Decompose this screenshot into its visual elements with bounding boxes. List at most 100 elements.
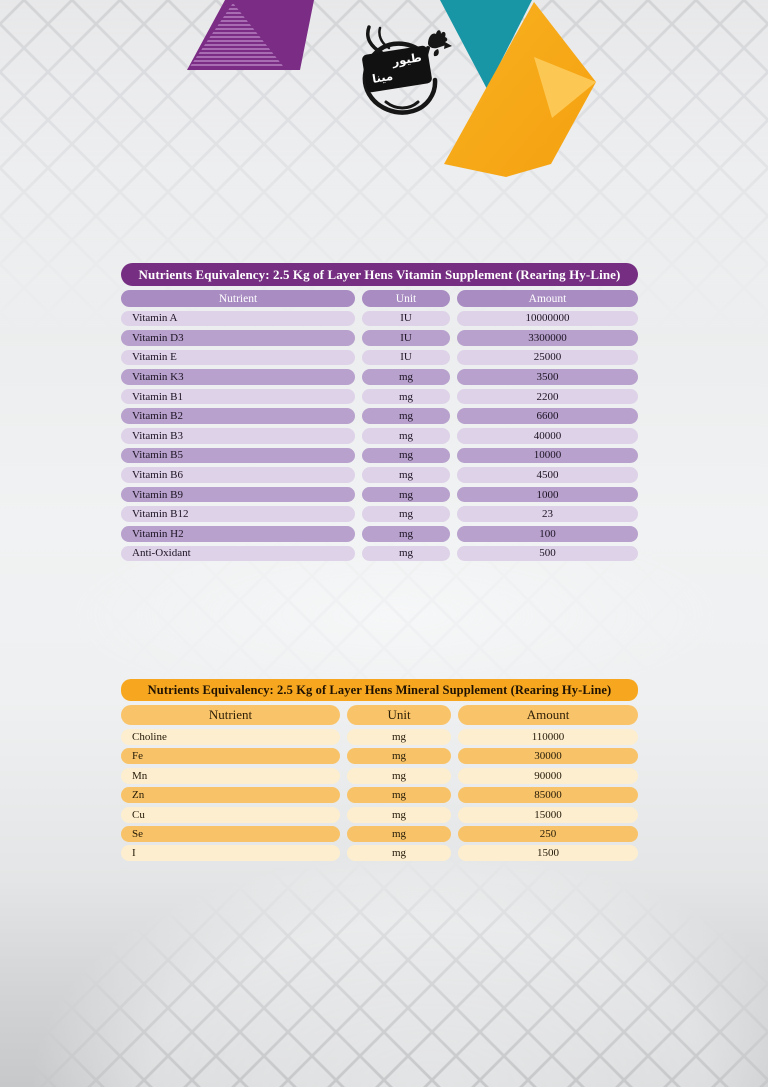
unit-cell: mg (347, 806, 451, 823)
table-row: Vitamin B1 mg 2200 (121, 388, 638, 405)
amount-cell: 90000 (458, 767, 638, 784)
amount-cell: 10000 (457, 447, 638, 464)
orange-triangle-highlight (534, 57, 596, 118)
unit-cell: mg (362, 388, 450, 405)
amount-cell: 30000 (458, 748, 638, 765)
nutrient-cell: Zn (121, 787, 340, 804)
mineral-table-header: Nutrient Unit Amount (121, 705, 638, 725)
column-header-unit: Unit (347, 705, 451, 725)
vitamin-table-header: Nutrient Unit Amount (121, 290, 638, 307)
table-row: Mn mg 90000 (121, 767, 638, 784)
nutrient-cell: Vitamin B9 (121, 486, 355, 503)
amount-cell: 6600 (457, 408, 638, 424)
column-header-nutrient: Nutrient (121, 705, 340, 725)
unit-cell: mg (347, 825, 451, 842)
nutrient-cell: Choline (121, 729, 340, 745)
table-row: Anti-Oxidant mg 500 (121, 545, 638, 562)
unit-cell: mg (347, 729, 451, 745)
nutrient-cell: Fe (121, 748, 340, 765)
mineral-table: Nutrients Equivalency: 2.5 Kg of Layer H… (121, 679, 638, 862)
table-row: Vitamin H2 mg 100 (121, 526, 638, 542)
amount-cell: 15000 (458, 806, 638, 823)
nutrient-cell: Vitamin B12 (121, 506, 355, 522)
logo-arabic-bottom: مينا (371, 68, 394, 86)
nutrient-cell: Cu (121, 806, 340, 823)
table-row: Fe mg 30000 (121, 748, 638, 765)
column-header-amount: Amount (458, 705, 638, 725)
nutrient-cell: Mn (121, 767, 340, 784)
unit-cell: IU (362, 330, 450, 346)
table-row: Se mg 250 (121, 825, 638, 842)
table-row: Vitamin B2 mg 6600 (121, 408, 638, 424)
amount-cell: 110000 (458, 729, 638, 745)
amount-cell: 100 (457, 526, 638, 542)
table-row: Vitamin B9 mg 1000 (121, 486, 638, 503)
mineral-table-body: Choline mg 110000 Fe mg 30000 Mn mg 90000 Zn mg 850… (121, 729, 638, 862)
unit-cell: mg (362, 447, 450, 464)
amount-cell: 4500 (457, 467, 638, 483)
nutrient-cell: Vitamin B3 (121, 428, 355, 444)
nutrient-cell: Vitamin A (121, 310, 355, 326)
table-row: Vitamin E IU 25000 (121, 349, 638, 366)
nutrient-cell: Vitamin K3 (121, 369, 355, 385)
nutrient-cell: Vitamin D3 (121, 330, 355, 346)
table-row: Vitamin A IU 10000000 (121, 310, 638, 326)
nutrient-cell: Anti-Oxidant (121, 545, 355, 562)
table-row: Vitamin B6 mg 4500 (121, 467, 638, 483)
unit-cell: mg (362, 467, 450, 483)
nutrient-cell: Vitamin B5 (121, 447, 355, 464)
unit-cell: mg (347, 748, 451, 765)
unit-cell: mg (362, 428, 450, 444)
unit-cell: mg (362, 369, 450, 385)
unit-cell: mg (347, 787, 451, 804)
amount-cell: 250 (458, 825, 638, 842)
table-row: Vitamin B3 mg 40000 (121, 428, 638, 444)
column-header-unit: Unit (362, 290, 450, 307)
unit-cell: mg (347, 767, 451, 784)
unit-cell: mg (362, 526, 450, 542)
amount-cell: 500 (457, 545, 638, 562)
vitamin-table-title: Nutrients Equivalency: 2.5 Kg of Layer H… (121, 263, 638, 286)
nutrient-cell: Vitamin E (121, 349, 355, 366)
table-row: Vitamin K3 mg 3500 (121, 369, 638, 385)
table-row: Vitamin B5 mg 10000 (121, 447, 638, 464)
amount-cell: 1500 (458, 845, 638, 862)
nutrient-cell: Vitamin B6 (121, 467, 355, 483)
unit-cell: mg (362, 408, 450, 424)
nutrient-cell: Vitamin B1 (121, 388, 355, 405)
table-row: Vitamin B12 mg 23 (121, 506, 638, 522)
nutrient-cell: Se (121, 825, 340, 842)
amount-cell: 2200 (457, 388, 638, 405)
column-header-amount: Amount (457, 290, 638, 307)
vitamin-table-body: Vitamin A IU 10000000 Vitamin D3 IU 3300000 Vi… (121, 310, 638, 562)
unit-cell: mg (362, 506, 450, 522)
unit-cell: IU (362, 310, 450, 326)
table-row: Choline mg 110000 (121, 729, 638, 745)
table-row: Zn mg 85000 (121, 787, 638, 804)
unit-cell: mg (362, 545, 450, 562)
nutrient-cell: Vitamin B2 (121, 408, 355, 424)
amount-cell: 23 (457, 506, 638, 522)
table-row: Vitamin D3 IU 3300000 (121, 330, 638, 346)
amount-cell: 1000 (457, 486, 638, 503)
vitamin-table: Nutrients Equivalency: 2.5 Kg of Layer H… (121, 263, 638, 562)
unit-cell: mg (362, 486, 450, 503)
unit-cell: mg (347, 845, 451, 862)
column-header-nutrient: Nutrient (121, 290, 355, 307)
rooster-logo: طيور مينا (346, 22, 454, 128)
logo-arabic-top: طيور (391, 50, 423, 69)
amount-cell: 3500 (457, 369, 638, 385)
orange-triangle (444, 2, 596, 177)
nutrient-cell: Vitamin H2 (121, 526, 355, 542)
amount-cell: 85000 (458, 787, 638, 804)
unit-cell: IU (362, 349, 450, 366)
nutrient-cell: I (121, 845, 340, 862)
header-decoration (187, 0, 596, 177)
purple-triangle (187, 0, 314, 70)
teal-triangle (440, 0, 532, 89)
amount-cell: 10000000 (457, 310, 638, 326)
amount-cell: 3300000 (457, 330, 638, 346)
mineral-table-title: Nutrients Equivalency: 2.5 Kg of Layer H… (121, 679, 638, 701)
